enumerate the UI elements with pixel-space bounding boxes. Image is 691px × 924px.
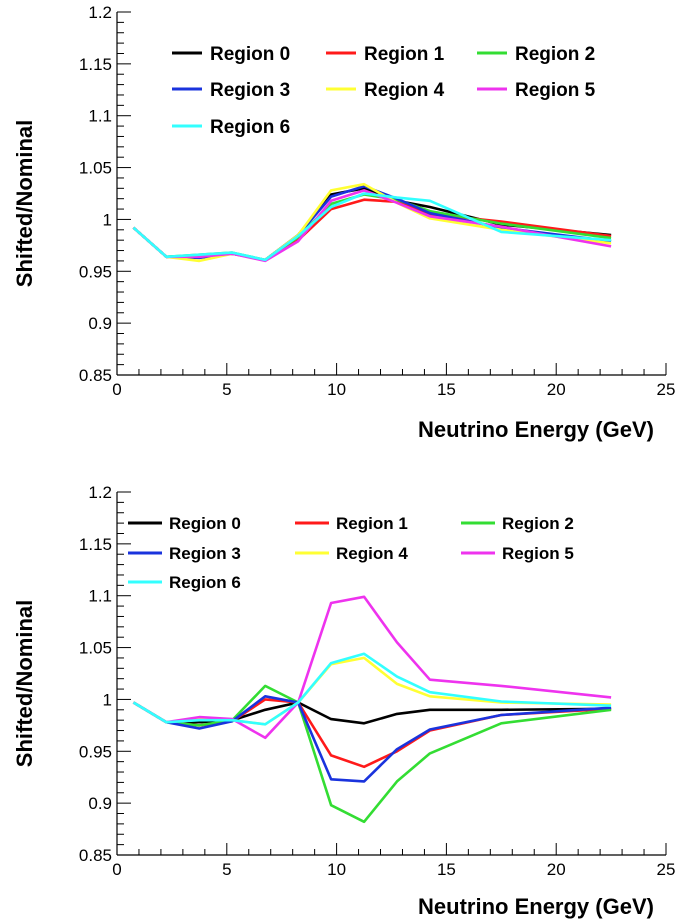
y-tick-label: 1.05: [79, 159, 112, 178]
series-line-region-3: [132, 694, 612, 783]
series-line-region-6: [132, 192, 612, 262]
y-tick-label: 0.85: [79, 846, 112, 865]
y-tick-label: 1.15: [79, 55, 112, 74]
y-axis-title: Shifted/Nominal: [12, 600, 37, 767]
x-tick-label: 25: [657, 860, 676, 879]
y-tick-label: 0.85: [79, 366, 112, 385]
y-tick-label: 1: [103, 210, 112, 229]
x-tick-label: 0: [112, 860, 121, 879]
legend-label: Region 3: [210, 80, 290, 101]
y-tick-label: 1.2: [88, 3, 112, 22]
x-tick-label: 0: [112, 380, 121, 399]
x-tick-label: 5: [222, 380, 231, 399]
series-line-region-3: [132, 184, 612, 262]
legend-label: Region 5: [515, 80, 596, 101]
series-line-region-6: [132, 652, 612, 726]
legend-label: Region 6: [169, 573, 241, 592]
y-axis-title: Shifted/Nominal: [12, 120, 37, 287]
x-tick-label: 25: [657, 380, 676, 399]
y-tick-label: 0.95: [79, 262, 112, 281]
x-tick-label: 10: [327, 380, 346, 399]
x-tick-label: 10: [327, 860, 346, 879]
legend-label: Region 0: [169, 514, 241, 533]
series-line-region-2: [132, 684, 612, 824]
legend-label: Region 3: [169, 544, 241, 563]
y-tick-label: 0.95: [79, 742, 112, 761]
y-tick-label: 0.9: [88, 794, 112, 813]
y-tick-label: 1: [103, 690, 112, 709]
legend-label: Region 2: [515, 44, 595, 65]
legend-label: Region 1: [364, 44, 445, 65]
series-line-region-4: [132, 182, 612, 263]
y-tick-label: 1.1: [88, 107, 112, 126]
chart-1: 0 5 10 15 20 25 0.85 0.9 0.95 1 1.05 1.1 1.15 1.2 Neut…: [12, 3, 675, 442]
y-tick-label: 1.05: [79, 639, 112, 658]
legend-label: Region 4: [336, 544, 408, 563]
x-tick-label: 15: [437, 380, 456, 399]
legend-label: Region 4: [364, 80, 445, 101]
x-tick-label: 20: [547, 380, 566, 399]
series-line-region-5: [132, 595, 612, 740]
x-tick-label: 5: [222, 860, 231, 879]
x-tick-label: 15: [437, 860, 456, 879]
series-line-region-0: [132, 701, 612, 725]
x-axis-title: Neutrino Energy (GeV): [418, 894, 654, 919]
legend-label: Region 0: [210, 44, 290, 65]
legend-label: Region 1: [336, 514, 408, 533]
legend-label: Region 2: [502, 514, 574, 533]
legend-label: Region 5: [502, 544, 574, 563]
x-tick-label: 20: [547, 860, 566, 879]
y-tick-label: 0.9: [88, 314, 112, 333]
x-axis-title: Neutrino Energy (GeV): [418, 417, 654, 442]
y-tick-label: 1.1: [88, 587, 112, 606]
legend: Region 0 Region 1 Region 2 Region 3 Region 4…: [172, 44, 596, 138]
y-tick-label: 1.2: [88, 483, 112, 502]
chart-2: 0 5 10 15 20 25 0.85 0.9 0.95 1 1.05 1.1 1.15 1.2 Neut…: [12, 483, 675, 919]
legend-label: Region 6: [210, 117, 290, 138]
y-tick-label: 1.15: [79, 535, 112, 554]
legend: Region 0 Region 1 Region 2 Region 3 Region 4…: [128, 514, 574, 592]
